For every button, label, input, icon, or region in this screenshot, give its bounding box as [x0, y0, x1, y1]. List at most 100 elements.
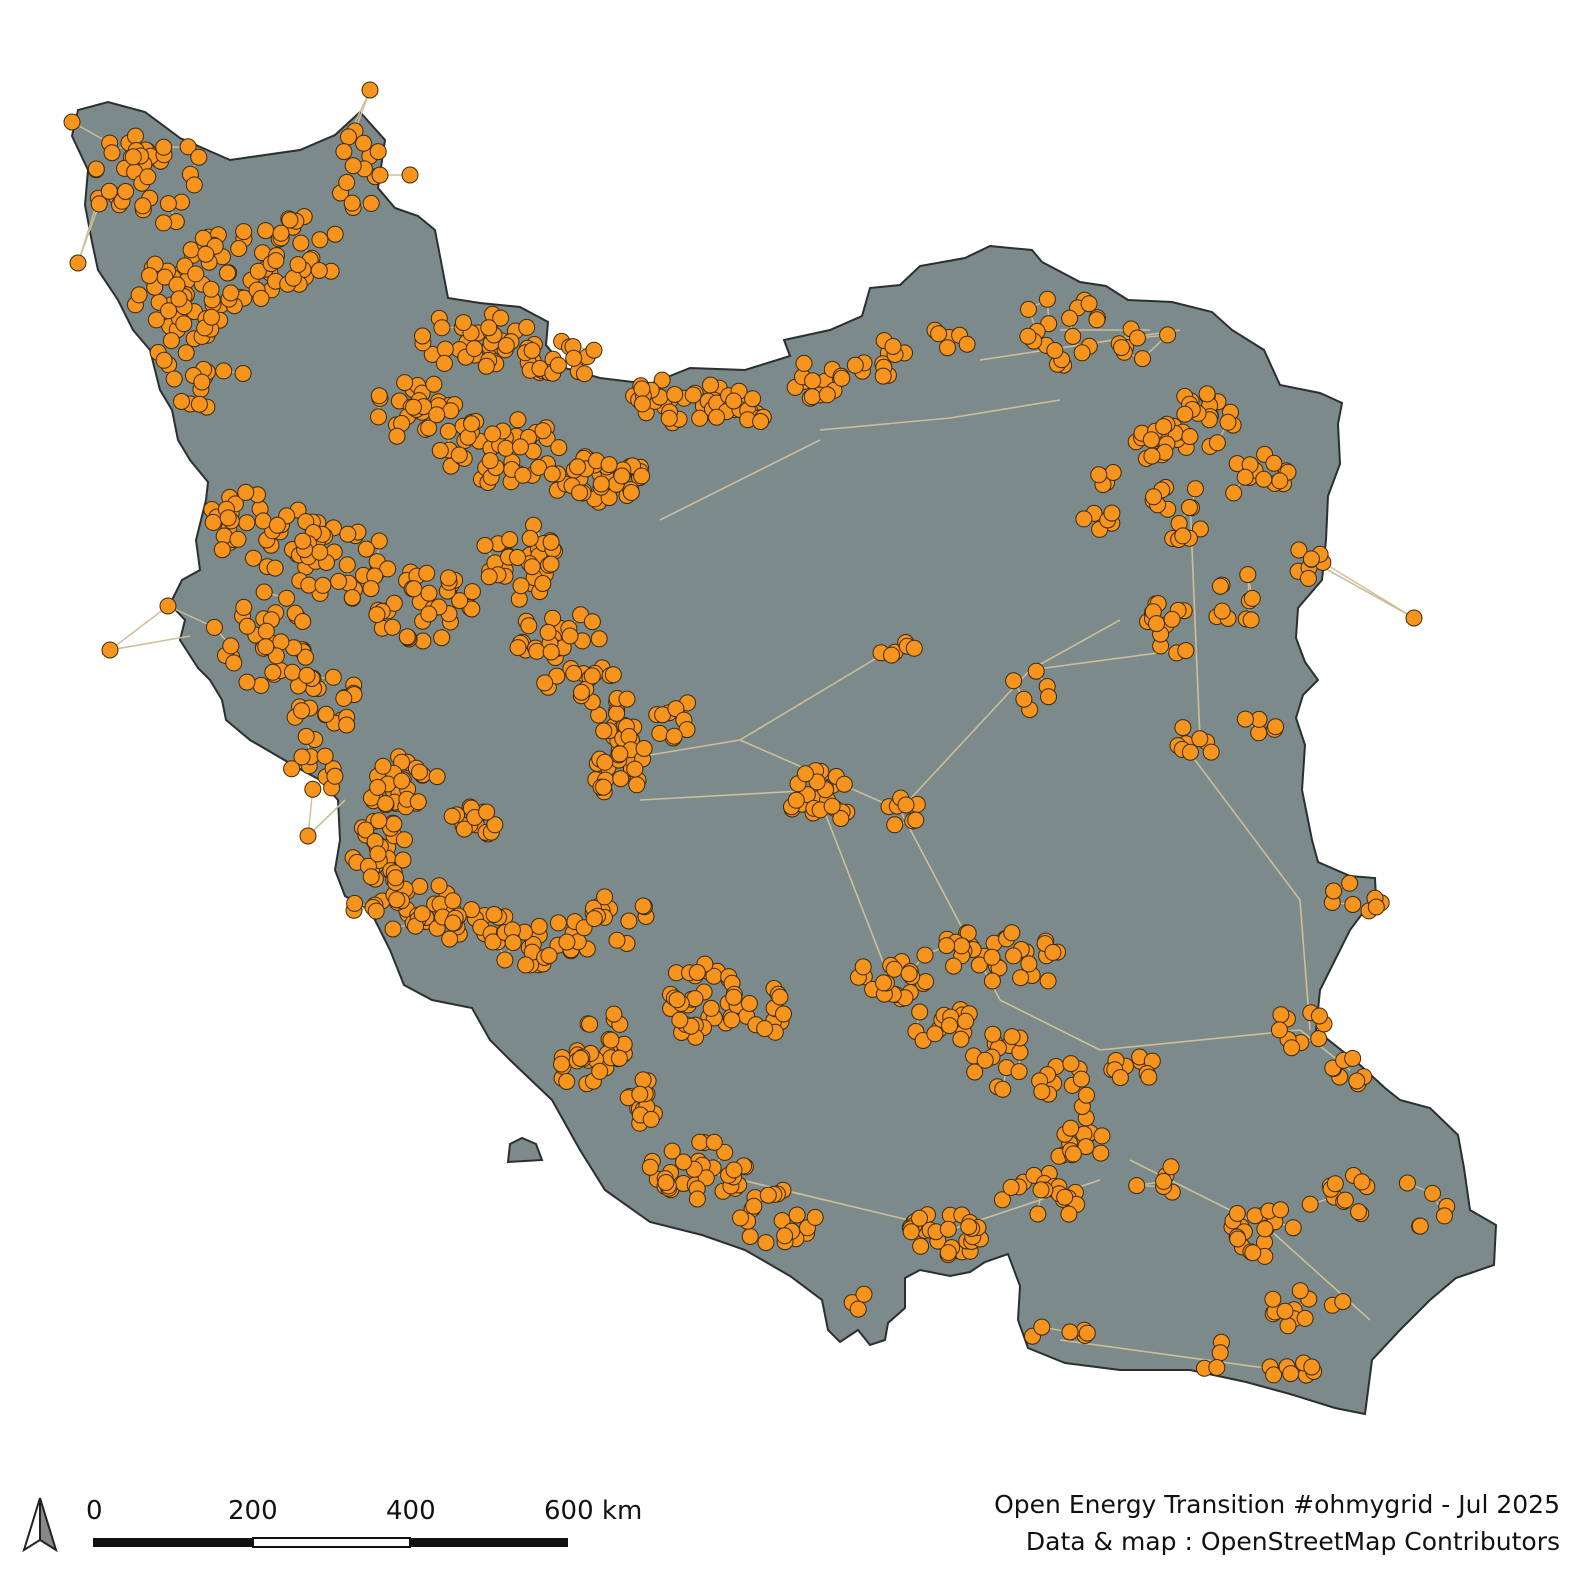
substation-point — [340, 128, 357, 146]
substation-point — [230, 240, 248, 257]
substation-point — [343, 194, 361, 212]
substation-point — [1228, 1205, 1246, 1222]
substation-point — [1198, 385, 1216, 403]
substation-point — [631, 1085, 649, 1103]
substation-point — [939, 1244, 957, 1262]
substation-point — [1040, 688, 1057, 706]
substation-point — [1270, 1021, 1288, 1039]
substation-point — [806, 1208, 824, 1226]
substation-point — [481, 452, 499, 470]
substation-point — [155, 351, 173, 369]
substation-point — [803, 388, 821, 406]
substation-point — [357, 540, 375, 558]
substation-point — [162, 332, 180, 350]
substation-point — [900, 965, 918, 983]
substation-point — [633, 395, 651, 413]
substation-point — [289, 256, 307, 274]
substation-point — [628, 776, 646, 794]
substation-point — [451, 592, 469, 610]
substation-point — [463, 415, 481, 433]
substation-point — [509, 411, 527, 429]
substation-point — [369, 778, 387, 796]
substation-point — [177, 344, 195, 362]
substation-point — [849, 1300, 867, 1318]
power-line — [1269, 1229, 1371, 1321]
substation-point — [756, 1020, 774, 1038]
substation-point — [324, 668, 342, 686]
substation-point — [684, 386, 702, 404]
substation-point — [343, 589, 361, 607]
substation-point — [1208, 434, 1226, 452]
substation-point — [477, 357, 495, 375]
substation-point — [294, 532, 312, 550]
substation-point — [264, 663, 282, 681]
substation-point — [1155, 418, 1173, 436]
substation-point — [907, 811, 925, 829]
substation-point — [530, 917, 548, 935]
substation-point — [725, 1161, 743, 1179]
substation-point — [534, 575, 552, 592]
substation-point — [283, 663, 301, 681]
substation-point — [396, 374, 414, 392]
substation-point — [1128, 1177, 1146, 1195]
substation-point — [952, 1030, 970, 1048]
substation-point — [1202, 743, 1220, 761]
substation-point — [804, 372, 822, 390]
power-line — [109, 605, 169, 651]
substation-point — [642, 1110, 660, 1128]
substation-point — [575, 365, 593, 383]
substation-point — [430, 877, 448, 895]
substation-point — [795, 354, 813, 372]
substation-point — [653, 371, 671, 389]
substation-point — [592, 475, 610, 493]
substation-point — [1242, 611, 1260, 629]
substation-point — [370, 387, 388, 405]
substation-point — [225, 654, 243, 672]
substation-point — [1208, 1359, 1226, 1376]
substation-point — [1176, 405, 1194, 423]
substation-point — [335, 143, 353, 161]
substation-point — [1336, 1191, 1354, 1209]
substation-point — [292, 234, 310, 252]
substation-point — [368, 606, 386, 624]
substation-point — [1056, 1188, 1074, 1206]
substation-point — [1062, 1055, 1080, 1073]
substation-point — [234, 365, 252, 382]
substation-point — [294, 613, 312, 630]
substation-point — [257, 638, 275, 656]
substation-point — [1301, 1195, 1319, 1213]
substation-point — [945, 957, 963, 975]
substation-point — [1155, 1172, 1173, 1190]
substation-point — [1003, 1028, 1021, 1046]
substation-point — [369, 143, 387, 161]
substation-point — [252, 676, 270, 694]
substation-point — [420, 605, 438, 623]
substation-point — [752, 413, 770, 430]
substation-point — [338, 173, 356, 191]
substation-point — [634, 897, 652, 915]
substation-point — [583, 613, 601, 631]
substation-point — [1143, 447, 1161, 465]
substation-point — [1090, 466, 1108, 484]
substation-point — [219, 509, 237, 527]
substation-point — [530, 459, 548, 476]
substation-point — [1229, 1230, 1247, 1248]
substation-point — [723, 1011, 741, 1029]
substation-point — [278, 589, 296, 607]
substation-point — [1060, 1205, 1078, 1223]
power-line — [999, 999, 1101, 1051]
substation-point — [514, 466, 532, 484]
substation-point — [362, 580, 380, 598]
substation-point — [1271, 472, 1289, 490]
substation-point — [622, 484, 640, 501]
substation-point — [1276, 1302, 1294, 1320]
substation-point — [875, 974, 893, 992]
substation-point — [388, 891, 406, 909]
substation-point — [370, 812, 388, 830]
substation-point — [435, 354, 453, 372]
substation-point — [823, 797, 841, 815]
substation-point — [520, 617, 538, 635]
substation-point — [725, 392, 743, 410]
substation-point — [387, 869, 405, 887]
substation-point — [492, 309, 510, 327]
